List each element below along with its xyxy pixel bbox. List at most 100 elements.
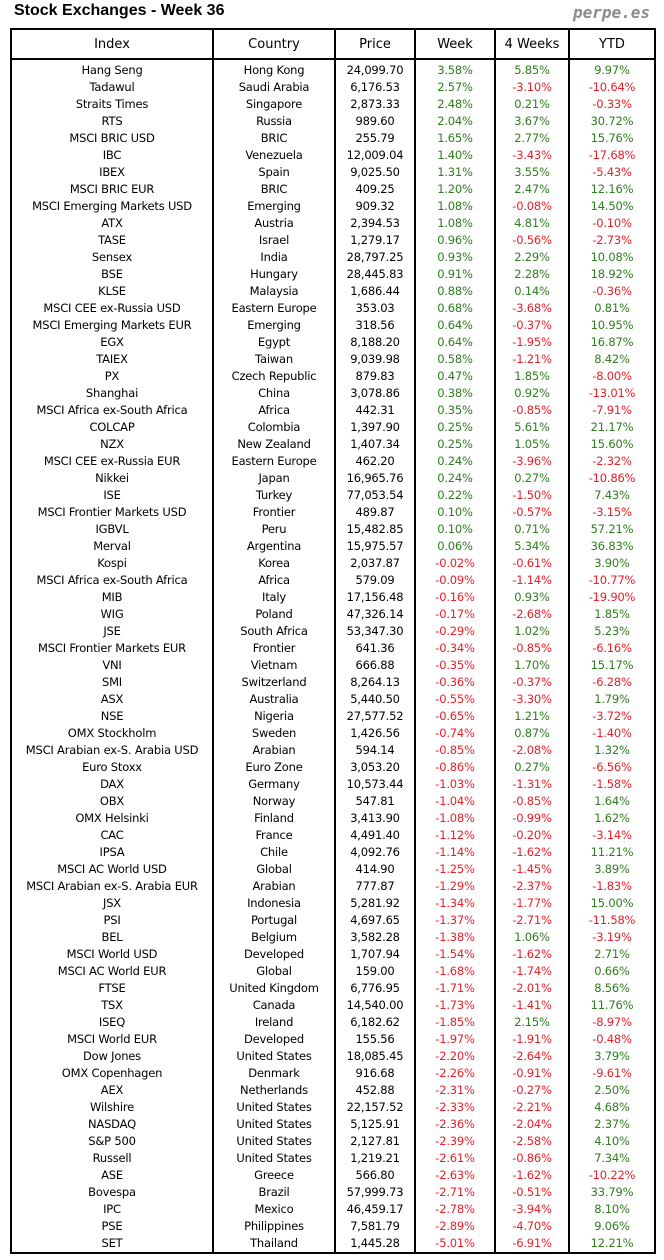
country-cell: Africa xyxy=(212,572,336,589)
four-weeks-change-cell: 1.06% xyxy=(494,929,570,946)
table-row: Tadawul Saudi Arabia 6,176.53 2.57% -3.10% -1… xyxy=(10,79,656,96)
table-row: MSCI BRIC USD BRIC 255.79 1.65% 2.77% 15.76% xyxy=(10,130,656,147)
four-weeks-change-cell: 5.85% xyxy=(494,59,570,79)
week-change-cell: -2.63% xyxy=(414,1167,496,1184)
price-cell: 3,413.90 xyxy=(334,810,416,827)
table-row: IPC Mexico 46,459.17 -2.78% -3.94% 8.10% xyxy=(10,1201,656,1218)
week-change-cell: 0.10% xyxy=(414,504,496,521)
table-row: Bovespa Brazil 57,999.73 -2.71% -0.51% 33.79% xyxy=(10,1184,656,1201)
week-change-cell: 0.06% xyxy=(414,538,496,555)
four-weeks-change-cell: -0.85% xyxy=(494,640,570,657)
price-cell: 6,176.53 xyxy=(334,79,416,96)
table-row: COLCAP Colombia 1,397.90 0.25% 5.61% 21.17% xyxy=(10,419,656,436)
four-weeks-change-cell: -0.27% xyxy=(494,1082,570,1099)
country-cell: Hong Kong xyxy=(212,59,336,79)
index-cell: Russell xyxy=(10,1150,214,1167)
price-cell: 46,459.17 xyxy=(334,1201,416,1218)
price-cell: 641.36 xyxy=(334,640,416,657)
price-cell: 155.56 xyxy=(334,1031,416,1048)
week-change-cell: -1.25% xyxy=(414,861,496,878)
country-cell: China xyxy=(212,385,336,402)
table-row: PSE Philippines 7,581.79 -2.89% -4.70% 9.06% xyxy=(10,1218,656,1235)
table-row: MSCI Arabian ex-S. Arabia EUR Arabian 777.… xyxy=(10,878,656,895)
week-change-cell: -2.31% xyxy=(414,1082,496,1099)
ytd-change-cell: -3.15% xyxy=(568,504,656,521)
index-cell: PSI xyxy=(10,912,214,929)
four-weeks-change-cell: -3.30% xyxy=(494,691,570,708)
ytd-change-cell: -1.83% xyxy=(568,878,656,895)
week-change-cell: -1.08% xyxy=(414,810,496,827)
country-cell: Poland xyxy=(212,606,336,623)
index-cell: MSCI World EUR xyxy=(10,1031,214,1048)
ytd-change-cell: -1.58% xyxy=(568,776,656,793)
ytd-change-cell: 8.10% xyxy=(568,1201,656,1218)
ytd-change-cell: -3.19% xyxy=(568,929,656,946)
table-row: BSE Hungary 28,445.83 0.91% 2.28% 18.92% xyxy=(10,266,656,283)
four-weeks-change-cell: -0.61% xyxy=(494,555,570,572)
four-weeks-change-cell: -2.08% xyxy=(494,742,570,759)
week-change-cell: -0.34% xyxy=(414,640,496,657)
price-cell: 5,281.92 xyxy=(334,895,416,912)
index-cell: ATX xyxy=(10,215,214,232)
country-cell: Euro Zone xyxy=(212,759,336,776)
country-cell: Singapore xyxy=(212,96,336,113)
country-cell: Philippines xyxy=(212,1218,336,1235)
country-cell: Canada xyxy=(212,997,336,1014)
four-weeks-change-cell: -0.86% xyxy=(494,1150,570,1167)
week-change-cell: 0.24% xyxy=(414,453,496,470)
table-row: Shanghai China 3,078.86 0.38% 0.92% -13.01% xyxy=(10,385,656,402)
index-cell: NZX xyxy=(10,436,214,453)
price-cell: 452.88 xyxy=(334,1082,416,1099)
four-weeks-change-cell: -1.95% xyxy=(494,334,570,351)
country-cell: Africa xyxy=(212,402,336,419)
country-cell: Austria xyxy=(212,215,336,232)
index-cell: IBEX xyxy=(10,164,214,181)
four-weeks-change-cell: -0.57% xyxy=(494,504,570,521)
column-header-index: Index xyxy=(10,28,214,60)
price-cell: 353.03 xyxy=(334,300,416,317)
price-cell: 318.56 xyxy=(334,317,416,334)
index-cell: IGBVL xyxy=(10,521,214,538)
week-change-cell: -2.71% xyxy=(414,1184,496,1201)
price-cell: 3,053.20 xyxy=(334,759,416,776)
index-cell: NASDAQ xyxy=(10,1116,214,1133)
four-weeks-change-cell: 2.77% xyxy=(494,130,570,147)
country-cell: Vietnam xyxy=(212,657,336,674)
price-cell: 24,099.70 xyxy=(334,59,416,79)
week-change-cell: 0.22% xyxy=(414,487,496,504)
price-cell: 27,577.52 xyxy=(334,708,416,725)
table-row: RTS Russia 989.60 2.04% 3.67% 30.72% xyxy=(10,113,656,130)
four-weeks-change-cell: 1.05% xyxy=(494,436,570,453)
ytd-change-cell: 15.17% xyxy=(568,657,656,674)
country-cell: Eastern Europe xyxy=(212,453,336,470)
index-cell: PSE xyxy=(10,1218,214,1235)
price-cell: 9,025.50 xyxy=(334,164,416,181)
index-cell: TSX xyxy=(10,997,214,1014)
index-cell: MSCI Frontier Markets USD xyxy=(10,504,214,521)
country-cell: United States xyxy=(212,1133,336,1150)
ytd-change-cell: -8.00% xyxy=(568,368,656,385)
four-weeks-change-cell: -1.62% xyxy=(494,844,570,861)
country-cell: Chile xyxy=(212,844,336,861)
index-cell: Hang Seng xyxy=(10,59,214,79)
ytd-change-cell: 1.64% xyxy=(568,793,656,810)
ytd-change-cell: -0.36% xyxy=(568,283,656,300)
ytd-change-cell: -1.40% xyxy=(568,725,656,742)
index-cell: Dow Jones xyxy=(10,1048,214,1065)
week-change-cell: -1.68% xyxy=(414,963,496,980)
four-weeks-change-cell: -1.74% xyxy=(494,963,570,980)
week-change-cell: -2.89% xyxy=(414,1218,496,1235)
column-header-4-weeks: 4 Weeks xyxy=(494,28,570,60)
ytd-change-cell: 1.32% xyxy=(568,742,656,759)
week-change-cell: 0.58% xyxy=(414,351,496,368)
index-cell: IPC xyxy=(10,1201,214,1218)
index-cell: CAC xyxy=(10,827,214,844)
week-change-cell: 0.38% xyxy=(414,385,496,402)
index-cell: Sensex xyxy=(10,249,214,266)
four-weeks-change-cell: 0.27% xyxy=(494,470,570,487)
country-cell: Malaysia xyxy=(212,283,336,300)
week-change-cell: -0.85% xyxy=(414,742,496,759)
price-cell: 77,053.54 xyxy=(334,487,416,504)
four-weeks-change-cell: 0.92% xyxy=(494,385,570,402)
week-change-cell: 0.93% xyxy=(414,249,496,266)
